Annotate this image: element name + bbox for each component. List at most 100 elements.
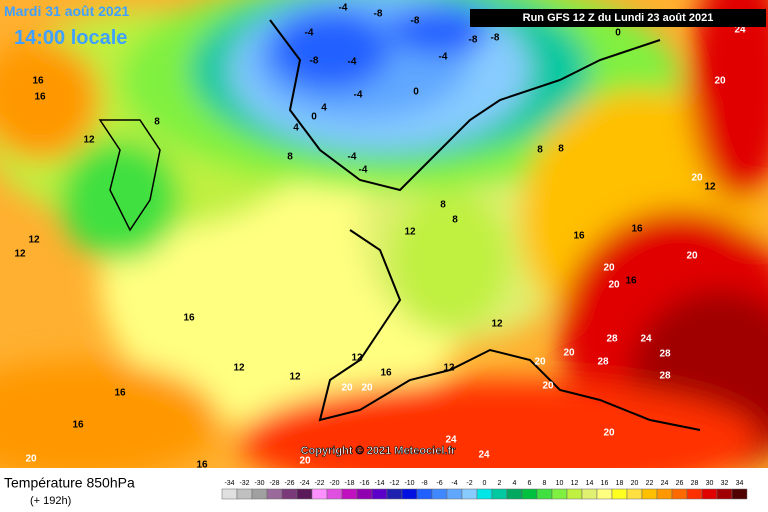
- scale-swatch: [296, 488, 313, 500]
- contour-label: 12: [233, 363, 245, 374]
- contour-label: 24: [445, 435, 457, 446]
- scale-label: -14: [374, 480, 384, 487]
- scale-swatch: [341, 488, 358, 500]
- contour-label: 20: [603, 263, 615, 274]
- run-box: [470, 9, 766, 27]
- contour-label: 8: [558, 144, 564, 155]
- scale-swatch: [716, 488, 733, 500]
- scale-label: 32: [721, 480, 729, 487]
- contour-label: 20: [25, 454, 37, 465]
- scale-swatch: [506, 488, 523, 500]
- contour-label: 28: [659, 349, 671, 360]
- scale-swatch: [596, 488, 613, 500]
- contour-label: 16: [573, 231, 585, 242]
- coastline: [98, 119, 161, 232]
- contour-label: 12: [704, 182, 716, 193]
- scale-label: -30: [254, 480, 264, 487]
- contour-label: 12: [404, 227, 416, 238]
- contour-label: 20: [361, 383, 373, 394]
- contour-label: 20: [563, 348, 575, 359]
- contour-label: 16: [183, 313, 195, 324]
- contour-label: 20: [686, 251, 698, 262]
- scale-swatch: [701, 488, 718, 500]
- contour-label: 20: [542, 381, 554, 392]
- scale-label: -18: [344, 480, 354, 487]
- contour-label: 16: [631, 224, 643, 235]
- scale-label: 16: [601, 480, 609, 487]
- contour-label: 28: [606, 334, 618, 345]
- scale-label: 12: [571, 480, 579, 487]
- contour-label: -4: [439, 52, 448, 63]
- scale-swatch: [491, 488, 508, 500]
- scale-label: 24: [661, 480, 669, 487]
- contour-label: 24: [640, 334, 652, 345]
- contour-label: 0: [311, 112, 317, 123]
- scale-swatch: [401, 488, 418, 500]
- scale-swatch: [356, 488, 373, 500]
- scale-swatch: [236, 488, 253, 500]
- contour-label: 20: [714, 76, 726, 87]
- contour-label: 20: [534, 357, 546, 368]
- scale-label: -10: [404, 480, 414, 487]
- run: Run GFS 12 Z du Lundi 23 août 2021: [523, 12, 714, 24]
- contour-label: 12: [491, 319, 503, 330]
- contour-label: -8: [310, 56, 319, 67]
- contour-label: 12: [351, 353, 363, 364]
- scale-label: -12: [389, 480, 399, 487]
- scale-swatch: [311, 488, 328, 500]
- scale-swatch: [626, 488, 643, 500]
- scale-label: -22: [314, 480, 324, 487]
- scale-label: -8: [421, 480, 427, 487]
- coastline: [318, 229, 701, 431]
- scale-label: -16: [359, 480, 369, 487]
- scale-label: -6: [436, 480, 442, 487]
- scale-swatch: [461, 488, 478, 500]
- scale-swatch: [566, 488, 583, 500]
- contour-label: -4: [348, 152, 357, 163]
- contour-label: 20: [608, 280, 620, 291]
- scale-swatch: [686, 488, 703, 500]
- contour-label: 24: [478, 450, 490, 461]
- contour-label: -4: [359, 165, 368, 176]
- scale-label: -2: [466, 480, 472, 487]
- scale-swatch: [476, 488, 493, 500]
- contour-label: 4: [321, 103, 327, 114]
- contour-label: 12: [289, 372, 301, 383]
- copyright: Copyright © 2021 Meteociel.fr: [301, 445, 457, 457]
- contour-label: 16: [625, 276, 637, 287]
- time: 14:00 locale: [14, 27, 127, 49]
- scale-label: 2: [498, 480, 502, 487]
- contour-label: 4: [293, 123, 299, 134]
- scale-label: 30: [706, 480, 714, 487]
- contour-label: -4: [305, 28, 314, 39]
- contour-label: 16: [72, 420, 84, 431]
- contour-label: 16: [34, 92, 46, 103]
- scale-label: -26: [284, 480, 294, 487]
- contour-label: -8: [411, 16, 420, 27]
- scale-label: -32: [239, 480, 249, 487]
- contour-label: 0: [413, 87, 419, 98]
- scale-swatch: [731, 488, 748, 500]
- date: Mardi 31 août 2021: [4, 3, 129, 19]
- scale-swatch: [326, 488, 343, 500]
- scale-swatch: [446, 488, 463, 500]
- scale-label: -20: [329, 480, 339, 487]
- scale-swatch: [551, 488, 568, 500]
- contour-label: 28: [597, 357, 609, 368]
- scale-swatch: [671, 488, 688, 500]
- contour-label: 0: [615, 28, 621, 39]
- contour-label: 28: [659, 371, 671, 382]
- scale-label: -24: [299, 480, 309, 487]
- scale-label: 28: [691, 480, 699, 487]
- scale-swatch: [416, 488, 433, 500]
- contour-label: 16: [114, 388, 126, 399]
- contour-label: 20: [691, 173, 703, 184]
- contour-label: 16: [380, 368, 392, 379]
- scale-swatch: [536, 488, 553, 500]
- scale-label: 14: [586, 480, 594, 487]
- coastline: [269, 19, 661, 192]
- contour-label: 16: [196, 460, 208, 471]
